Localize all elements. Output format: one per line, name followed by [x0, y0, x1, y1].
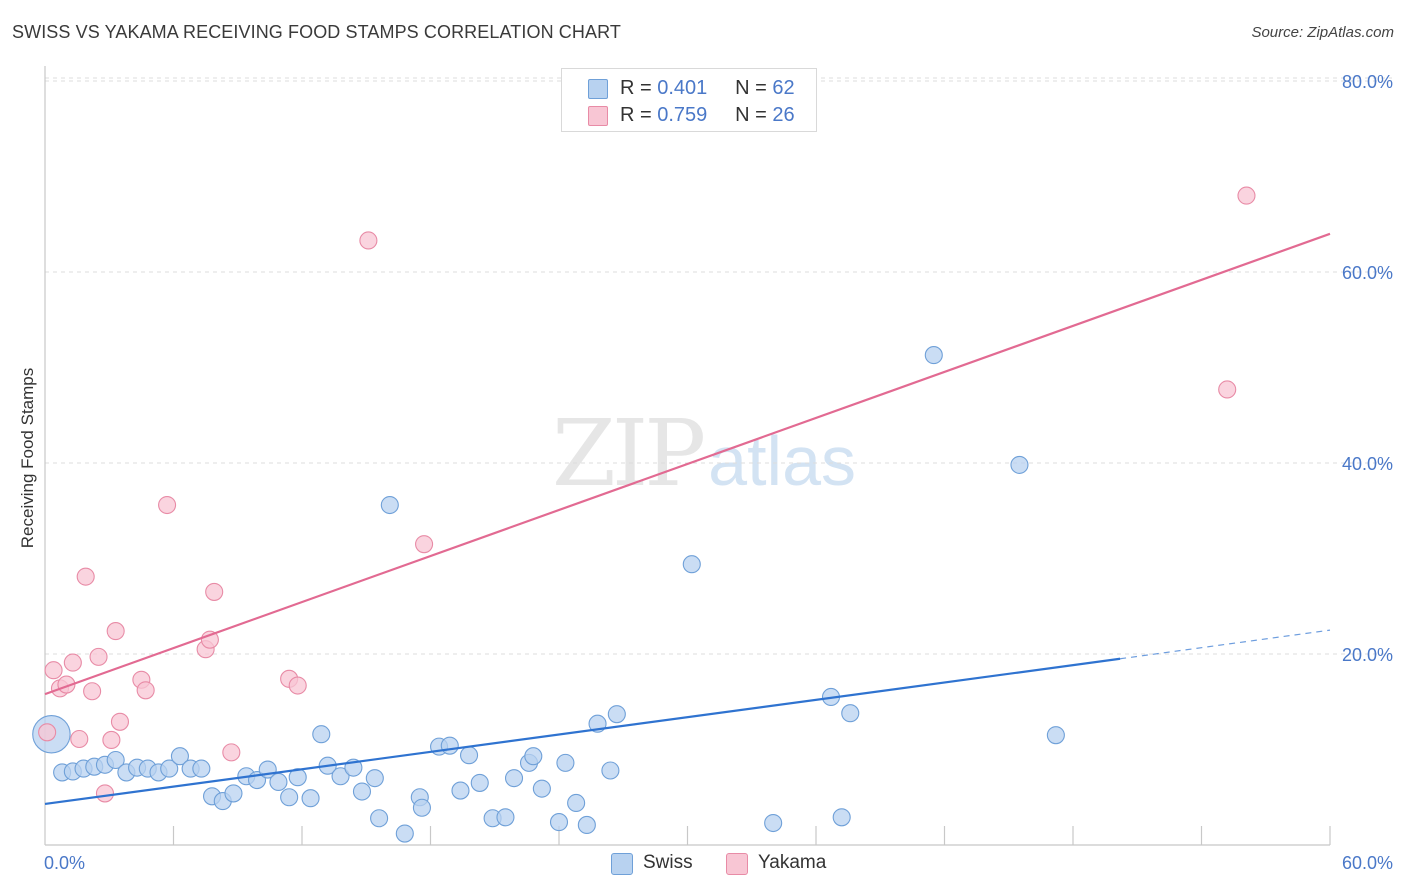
yakama-n-value: 26 [772, 104, 795, 126]
y-tick-label: 40.0% [1342, 454, 1393, 474]
legend-swatch-swiss [611, 853, 633, 875]
swiss-point [577, 815, 596, 834]
x-tick-label: 60.0% [1342, 853, 1393, 873]
yakama-point [44, 661, 63, 680]
points-layer [32, 186, 1256, 843]
y-tick-label: 20.0% [1342, 645, 1393, 665]
swiss-point [496, 808, 515, 827]
swiss-point [301, 789, 320, 808]
yakama-r-value: 0.759 [657, 104, 708, 126]
swiss-point [370, 809, 389, 828]
swiss-point [532, 779, 551, 798]
swiss-point [549, 813, 569, 832]
swiss-point [192, 759, 211, 778]
yakama-point [83, 682, 102, 701]
swiss-point [269, 772, 288, 792]
correlation-legend: R = 0.401 N = 62 R = 0.759 N = 26 [561, 68, 817, 132]
tick-label-layer: 20.0% 40.0% 60.0% 80.0% 0.0% 60.0% [44, 72, 1393, 873]
grid-layer [45, 77, 1392, 655]
swiss-point [331, 767, 350, 786]
swiss-point [451, 781, 470, 800]
axis-layer [44, 66, 1331, 846]
swiss-point [170, 747, 189, 766]
swiss-point [524, 747, 543, 766]
swiss-point [607, 705, 626, 724]
yakama-point [95, 784, 115, 803]
swiss-point [312, 725, 331, 744]
yakama-point [63, 653, 82, 672]
trend-layer [44, 232, 1331, 806]
swiss-r-value: 0.401 [657, 77, 708, 99]
yakama-point [158, 495, 177, 515]
yakama-point [1218, 380, 1237, 399]
swiss-point [288, 768, 307, 787]
swiss-trend-line [44, 657, 1121, 806]
swiss-point [504, 769, 524, 788]
chart-title: SWISS VS YAKAMA RECEIVING FOOD STAMPS CO… [12, 22, 621, 42]
swiss-point [601, 761, 620, 780]
swiss-point [380, 495, 399, 515]
yakama-point [102, 730, 121, 750]
swiss-point [395, 824, 414, 843]
swiss-point [280, 788, 299, 807]
swiss-swatch [588, 79, 608, 99]
yakama-point [70, 729, 89, 749]
y-tick-label: 60.0% [1342, 263, 1393, 283]
swiss-point [160, 759, 179, 778]
swiss-point [1046, 726, 1065, 745]
yakama-swatch [588, 106, 608, 126]
swiss-point [567, 793, 586, 813]
swiss-point [832, 808, 851, 827]
swiss-point [556, 753, 575, 772]
yakama-point [38, 723, 57, 742]
yakama-point [359, 231, 378, 250]
yakama-point [106, 622, 125, 641]
legend-label-swiss: Swiss [643, 852, 693, 873]
yakama-point [136, 681, 155, 700]
y-tick-label: 80.0% [1342, 72, 1393, 92]
yakama-point [110, 712, 130, 731]
swiss-n-value: 62 [772, 77, 795, 99]
yakama-point [288, 676, 307, 695]
yakama-point [222, 743, 241, 762]
swiss-point [470, 773, 489, 792]
swiss-point [764, 813, 783, 833]
swiss-point [412, 798, 431, 817]
swiss-point [352, 782, 372, 801]
yakama-point [415, 535, 434, 554]
source-label: Source: ZipAtlas.com [1251, 24, 1394, 41]
x-tick-label: 0.0% [44, 853, 85, 873]
swiss-point [106, 750, 125, 770]
swiss-trend-extension [1120, 629, 1331, 660]
swiss-point [459, 746, 479, 765]
legend-swatch-yakama [726, 853, 748, 875]
swiss-point [440, 736, 459, 755]
yakama-point [89, 647, 108, 666]
yakama-point [205, 582, 224, 601]
legend-label-yakama: Yakama [758, 852, 827, 873]
swiss-point [365, 769, 384, 788]
yakama-point [1237, 186, 1256, 205]
swiss-point [224, 784, 243, 803]
swiss-point [1010, 455, 1029, 474]
yakama-point [76, 567, 95, 586]
swiss-point [682, 555, 701, 574]
yakama-trend-line [44, 232, 1331, 696]
swiss-point [841, 704, 860, 723]
swiss-point [924, 346, 943, 365]
